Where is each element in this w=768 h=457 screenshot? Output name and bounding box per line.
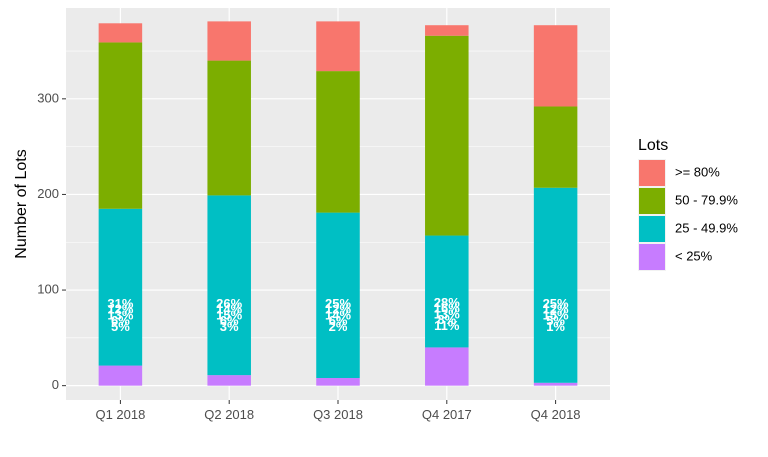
bar-segment [425,25,469,36]
bar-percent-label: 16% [434,301,460,316]
legend: Lots >= 80% 50 - 79.9% 25 - 49.9% < 25% [638,137,738,271]
bar-percent-label: 12% [107,302,133,317]
legend-title: Lots [638,137,668,154]
bar-percent-label: 25% [543,296,569,311]
bar-segment [425,235,469,348]
bar-segment [316,212,360,379]
bar-percent-label: 5% [111,319,130,334]
bar-percent-label: 15% [216,307,242,322]
bar-segment [533,187,578,383]
x-tick-label: Q4 2018 [531,407,581,422]
legend-label: 25 - 49.9% [675,220,738,235]
bar-percent-label: 3% [220,319,239,334]
bar-percent-label: 26% [216,296,242,311]
bar-percent-label: 5% [546,313,565,328]
bar-segment [533,106,578,188]
legend-swatch [639,244,665,270]
x-tick-label: Q3 2018 [313,407,363,422]
legend-swatch [639,160,665,186]
bar-segment [98,23,143,43]
bar-labels-layer: 31%12%13%6%5%26%14%15%6%3%25%12%14%6%2%2… [107,295,569,334]
bar-segment [316,71,360,213]
x-axis: Q1 2018 Q2 2018 Q3 2018 Q4 2017 Q4 2018 [95,400,581,422]
legend-swatch [639,188,665,214]
legend-label: < 25% [675,248,713,263]
x-tick-label: Q1 2018 [95,407,145,422]
bar-percent-label: 6% [329,313,348,328]
legend-swatch [639,216,665,242]
bar-percent-label: 2% [329,319,348,334]
bar-segment [207,21,251,61]
bar-percent-label: 28% [434,295,460,310]
x-tick-label: Q2 2018 [204,407,254,422]
bar-segment [533,382,578,386]
bar-percent-label: 6% [220,313,239,328]
bar-percent-label: 1% [546,319,565,334]
y-tick-label: 200 [37,186,59,201]
y-tick-label: 100 [37,281,59,296]
y-axis-title: Number of Lots [13,149,30,258]
bar-percent-label: 12% [325,302,351,317]
bar-segment [207,375,251,386]
bar-segment [533,25,578,107]
y-tick-label: 300 [37,90,59,105]
y-axis: 0 100 200 300 [37,90,66,392]
bar-segment [98,365,143,386]
bars-layer [98,21,578,386]
bar-segment [98,208,143,366]
legend-label: 50 - 79.9% [675,192,738,207]
bar-segment [425,347,469,386]
bar-percent-label: 12% [543,302,569,317]
bar-segment [98,42,143,209]
bar-percent-label: 13% [434,306,460,321]
bar-percent-label: 31% [107,296,133,311]
bar-percent-label: 14% [325,307,351,322]
legend-label: >= 80% [675,164,720,179]
bar-percent-label: 6% [111,313,130,328]
bar-segment [316,21,360,72]
bar-segment [207,195,251,376]
bar-segment [207,60,251,196]
bar-segment [425,35,469,236]
bar-percent-label: 25% [325,296,351,311]
bar-percent-label: 14% [216,302,242,317]
y-tick-label: 0 [52,377,59,392]
x-tick-label: Q4 2017 [422,407,472,422]
bar-percent-label: 13% [107,307,133,322]
bar-percent-label: 15% [543,307,569,322]
bar-segment [316,378,360,386]
bar-percent-label: 8% [437,312,456,327]
bar-percent-label: 11% [434,318,460,333]
